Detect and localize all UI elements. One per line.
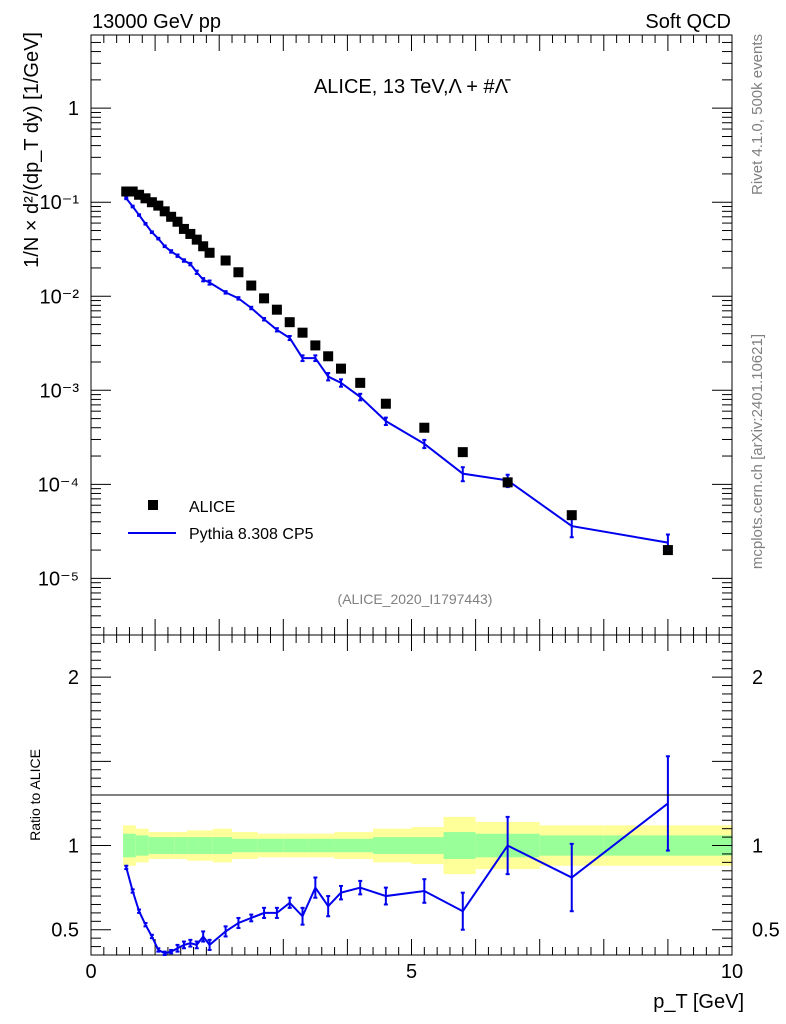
alice-point bbox=[380, 398, 391, 409]
stat-band-15 bbox=[443, 832, 476, 859]
main-y-tick-label: 10⁻¹ bbox=[40, 192, 80, 214]
ratio-bands bbox=[123, 816, 732, 875]
alice-point bbox=[284, 317, 295, 328]
alice-point bbox=[566, 510, 577, 521]
x-tick-label: 10 bbox=[721, 961, 743, 983]
ratio-y-tick-label-left: 1 bbox=[68, 836, 79, 858]
stat-band-10 bbox=[283, 838, 309, 853]
header-left: 13000 GeV pp bbox=[92, 11, 221, 33]
main-y-tick-label: 1 bbox=[68, 98, 79, 120]
ratio-y-tick-label-left: 0.5 bbox=[51, 920, 79, 942]
alice-point bbox=[146, 197, 157, 208]
stat-band-11 bbox=[308, 838, 335, 853]
stat-band-5 bbox=[187, 837, 200, 854]
alice-point bbox=[310, 340, 321, 351]
plot-title: ALICE, 13 TeV,Λ + #Λ̄ bbox=[314, 76, 511, 98]
main-y-tick-labels: 10⁻⁵ 10⁻⁴ 10⁻³ 10⁻² 10⁻¹ 1 bbox=[38, 98, 80, 590]
main-y-tick-label: 10⁻⁵ bbox=[38, 568, 79, 590]
stat-band-8 bbox=[232, 838, 258, 853]
rivet-label: Rivet 4.1.0, 500k events bbox=[749, 34, 766, 195]
alice-point bbox=[198, 241, 209, 252]
stat-band-9 bbox=[257, 838, 284, 853]
legend-label-alice: ALICE bbox=[189, 499, 235, 516]
analysis-tag: (ALICE_2020_I1797443) bbox=[338, 591, 493, 607]
axis-ticks bbox=[90, 34, 733, 956]
stat-band-3 bbox=[161, 837, 175, 854]
stat-band-13 bbox=[373, 837, 412, 854]
ratio-y-tick-label-right: 2 bbox=[752, 667, 763, 689]
alice-point bbox=[457, 447, 468, 458]
ratio-y-tick-label-left: 2 bbox=[68, 667, 79, 689]
ratio-y-tick-label-right: 1 bbox=[752, 836, 763, 858]
stat-band-6 bbox=[199, 837, 213, 854]
legend-marker-alice bbox=[148, 500, 158, 510]
alice-point bbox=[271, 304, 282, 315]
stat-band-7 bbox=[212, 837, 233, 854]
alice-point bbox=[355, 377, 366, 388]
main-y-tick-label: 10⁻³ bbox=[40, 380, 80, 402]
alice-point bbox=[140, 193, 151, 204]
stat-band-1 bbox=[135, 835, 149, 856]
alice-point bbox=[297, 327, 308, 338]
alice-point bbox=[662, 545, 673, 556]
ratio-series bbox=[124, 755, 670, 956]
alice-point bbox=[178, 223, 189, 234]
alice-point bbox=[121, 186, 132, 197]
alice-point bbox=[153, 200, 164, 211]
alice-point bbox=[159, 206, 170, 217]
stat-band-12 bbox=[334, 838, 374, 853]
stat-band-14 bbox=[411, 837, 444, 854]
stat-band-2 bbox=[148, 837, 162, 854]
alice-point bbox=[259, 293, 270, 304]
x-axis-title: p_T [GeV] bbox=[653, 991, 744, 1013]
alice-point bbox=[191, 234, 202, 245]
alice-point bbox=[172, 216, 183, 227]
alice-point bbox=[166, 211, 177, 222]
x-tick-labels: 0 5 10 bbox=[85, 961, 743, 983]
alice-point bbox=[419, 422, 430, 433]
stat-band-4 bbox=[174, 837, 188, 854]
alice-point bbox=[335, 363, 346, 374]
legend-label-pythia: Pythia 8.308 CP5 bbox=[189, 526, 314, 543]
main-y-tick-label: 10⁻² bbox=[40, 286, 80, 308]
alice-point bbox=[134, 189, 145, 200]
x-tick-label: 5 bbox=[406, 961, 417, 983]
header-right: Soft QCD bbox=[645, 11, 731, 33]
main-y-axis-title: 1/N × d²/(dp_T dy) [1/GeV] bbox=[21, 32, 43, 268]
mcplots-label: mcplots.cern.ch [arXiv:2401.10621] bbox=[749, 334, 766, 569]
main-y-tick-label: 10⁻⁴ bbox=[38, 474, 79, 496]
x-tick-label: 0 bbox=[85, 961, 96, 983]
stat-band-0 bbox=[123, 833, 136, 858]
alice-point bbox=[204, 247, 215, 258]
alice-point bbox=[127, 186, 138, 197]
alice-point bbox=[246, 280, 257, 291]
alice-point bbox=[502, 477, 513, 488]
alice-point bbox=[233, 267, 244, 278]
ratio-y-axis-title: Ratio to ALICE bbox=[27, 749, 43, 841]
alice-point bbox=[185, 228, 196, 239]
main-series bbox=[121, 186, 673, 556]
ratio-y-tick-labels: 0.5 0.5 1 1 2 2 bbox=[51, 667, 780, 942]
alice-point bbox=[323, 351, 334, 362]
alice-point bbox=[220, 255, 231, 266]
main-frame bbox=[90, 34, 733, 636]
ratio-y-tick-label-right: 0.5 bbox=[752, 920, 780, 942]
